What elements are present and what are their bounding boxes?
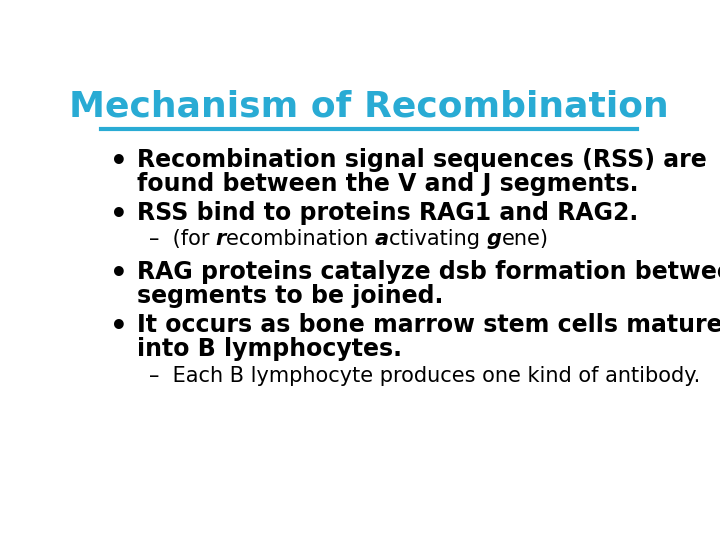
Text: •: •	[109, 313, 127, 341]
Text: •: •	[109, 148, 127, 176]
Text: –  (for: – (for	[148, 229, 216, 249]
Text: RSS bind to proteins RAG1 and RAG2.: RSS bind to proteins RAG1 and RAG2.	[138, 201, 639, 225]
Text: found between the V and J segments.: found between the V and J segments.	[138, 172, 639, 195]
Text: Mechanism of Recombination: Mechanism of Recombination	[69, 90, 669, 124]
Text: ctivating: ctivating	[389, 229, 487, 249]
Text: segments to be joined.: segments to be joined.	[138, 284, 444, 308]
Text: g: g	[487, 229, 502, 249]
Text: It occurs as bone marrow stem cells mature: It occurs as bone marrow stem cells matu…	[138, 313, 720, 337]
Text: –  Each B lymphocyte produces one kind of antibody.: – Each B lymphocyte produces one kind of…	[148, 366, 700, 386]
Text: r: r	[216, 229, 226, 249]
Text: into B lymphocytes.: into B lymphocytes.	[138, 337, 402, 361]
Text: •: •	[109, 260, 127, 288]
Text: a: a	[375, 229, 389, 249]
Text: ecombination: ecombination	[226, 229, 375, 249]
Text: Recombination signal sequences (RSS) are: Recombination signal sequences (RSS) are	[138, 148, 707, 172]
Text: •: •	[109, 201, 127, 229]
Text: RAG proteins catalyze dsb formation between: RAG proteins catalyze dsb formation betw…	[138, 260, 720, 284]
Text: ene): ene)	[502, 229, 549, 249]
